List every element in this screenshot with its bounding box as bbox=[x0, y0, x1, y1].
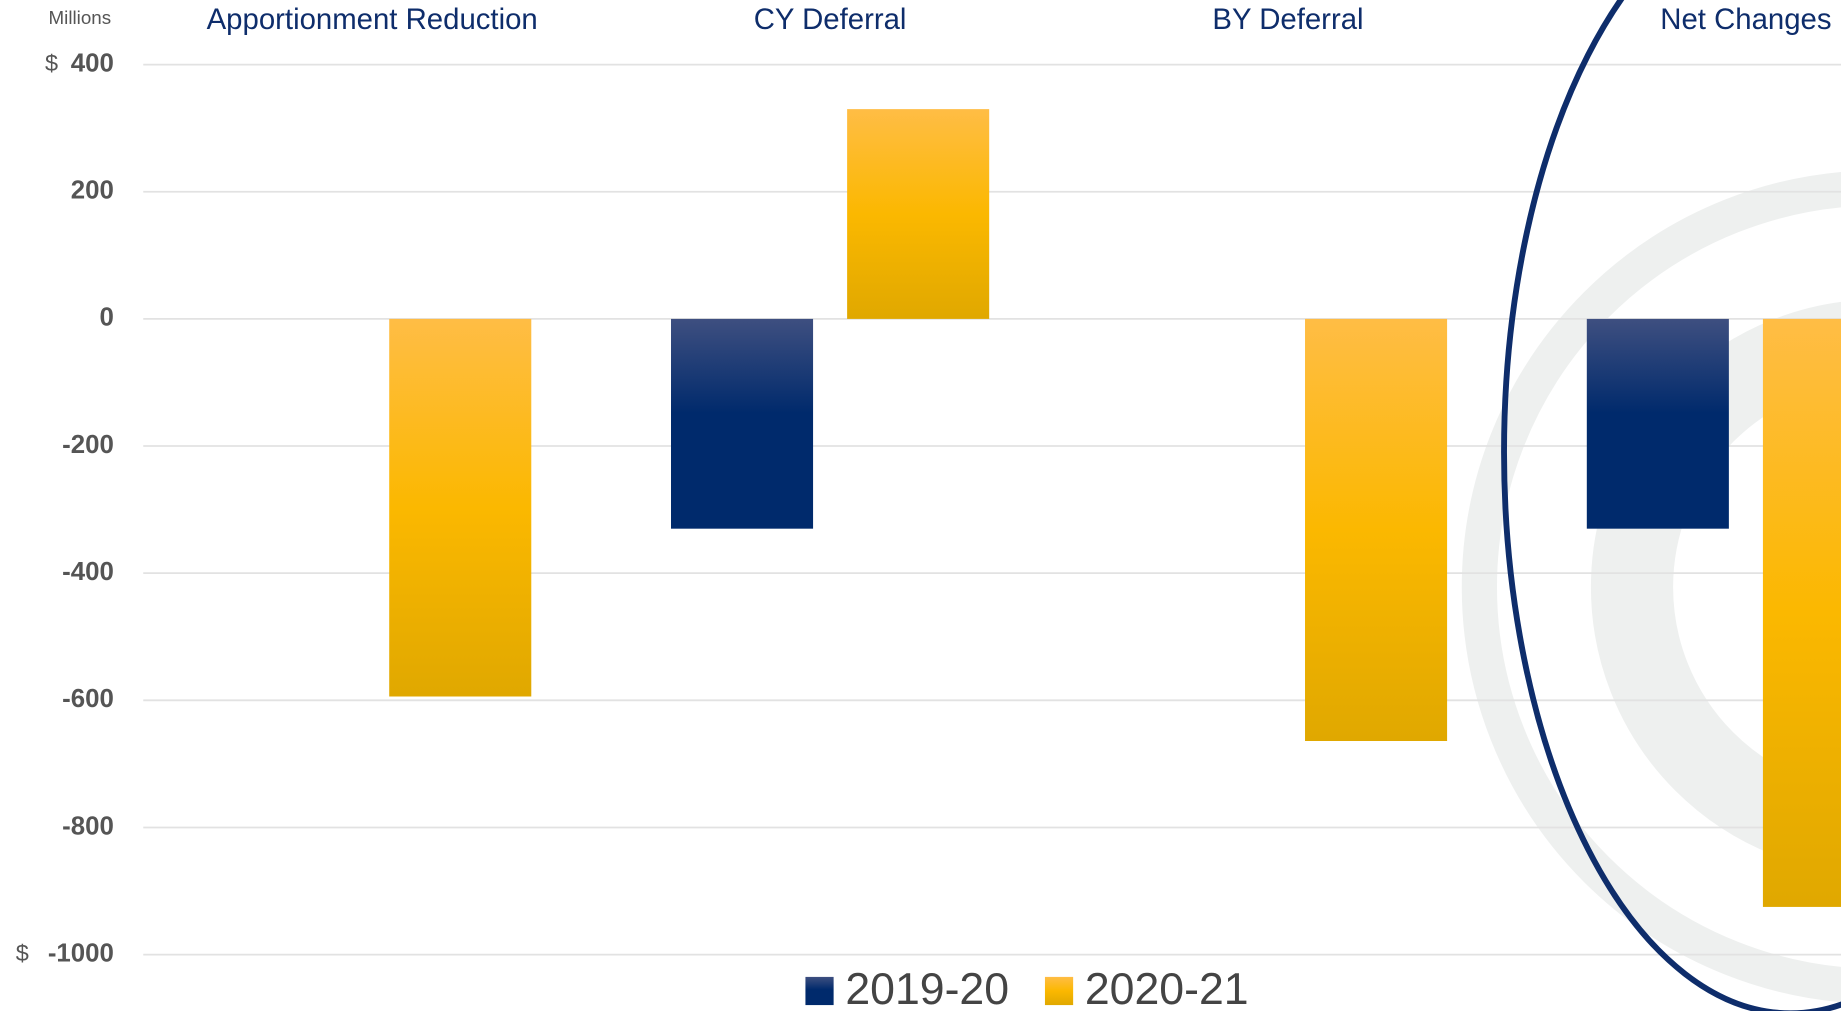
bar bbox=[1305, 318, 1448, 742]
legend-label: 2019-20 bbox=[845, 965, 1009, 1011]
legend-swatch bbox=[805, 976, 834, 1006]
y-unit: $ bbox=[16, 940, 29, 966]
bar bbox=[1762, 318, 1841, 907]
category-label: Apportionment Reduction bbox=[207, 3, 538, 36]
y-unit: $ bbox=[45, 50, 58, 76]
watermark bbox=[1461, 172, 1841, 1003]
y-axis-label: Millions bbox=[49, 7, 112, 28]
y-tick-label: -400 bbox=[62, 558, 114, 586]
bar bbox=[389, 318, 532, 697]
category-label: CY Deferral bbox=[754, 3, 907, 36]
y-tick-label: -600 bbox=[62, 685, 114, 713]
legend-swatch bbox=[1044, 976, 1074, 1006]
y-tick-label: 400 bbox=[71, 49, 114, 77]
bar bbox=[671, 318, 814, 529]
y-tick-label: -800 bbox=[62, 812, 114, 840]
y-tick-label: 0 bbox=[100, 304, 114, 332]
bar bbox=[1586, 318, 1729, 529]
y-tick-label: -200 bbox=[62, 431, 114, 459]
category-label: BY Deferral bbox=[1212, 3, 1363, 36]
category-label: Net Changes bbox=[1660, 3, 1831, 36]
y-tick-label: 200 bbox=[71, 177, 114, 205]
legend-label: 2020-21 bbox=[1085, 965, 1249, 1011]
bar bbox=[847, 109, 990, 319]
y-tick-label: -1000 bbox=[48, 939, 114, 967]
highlight-ellipse bbox=[1501, 0, 1841, 1011]
